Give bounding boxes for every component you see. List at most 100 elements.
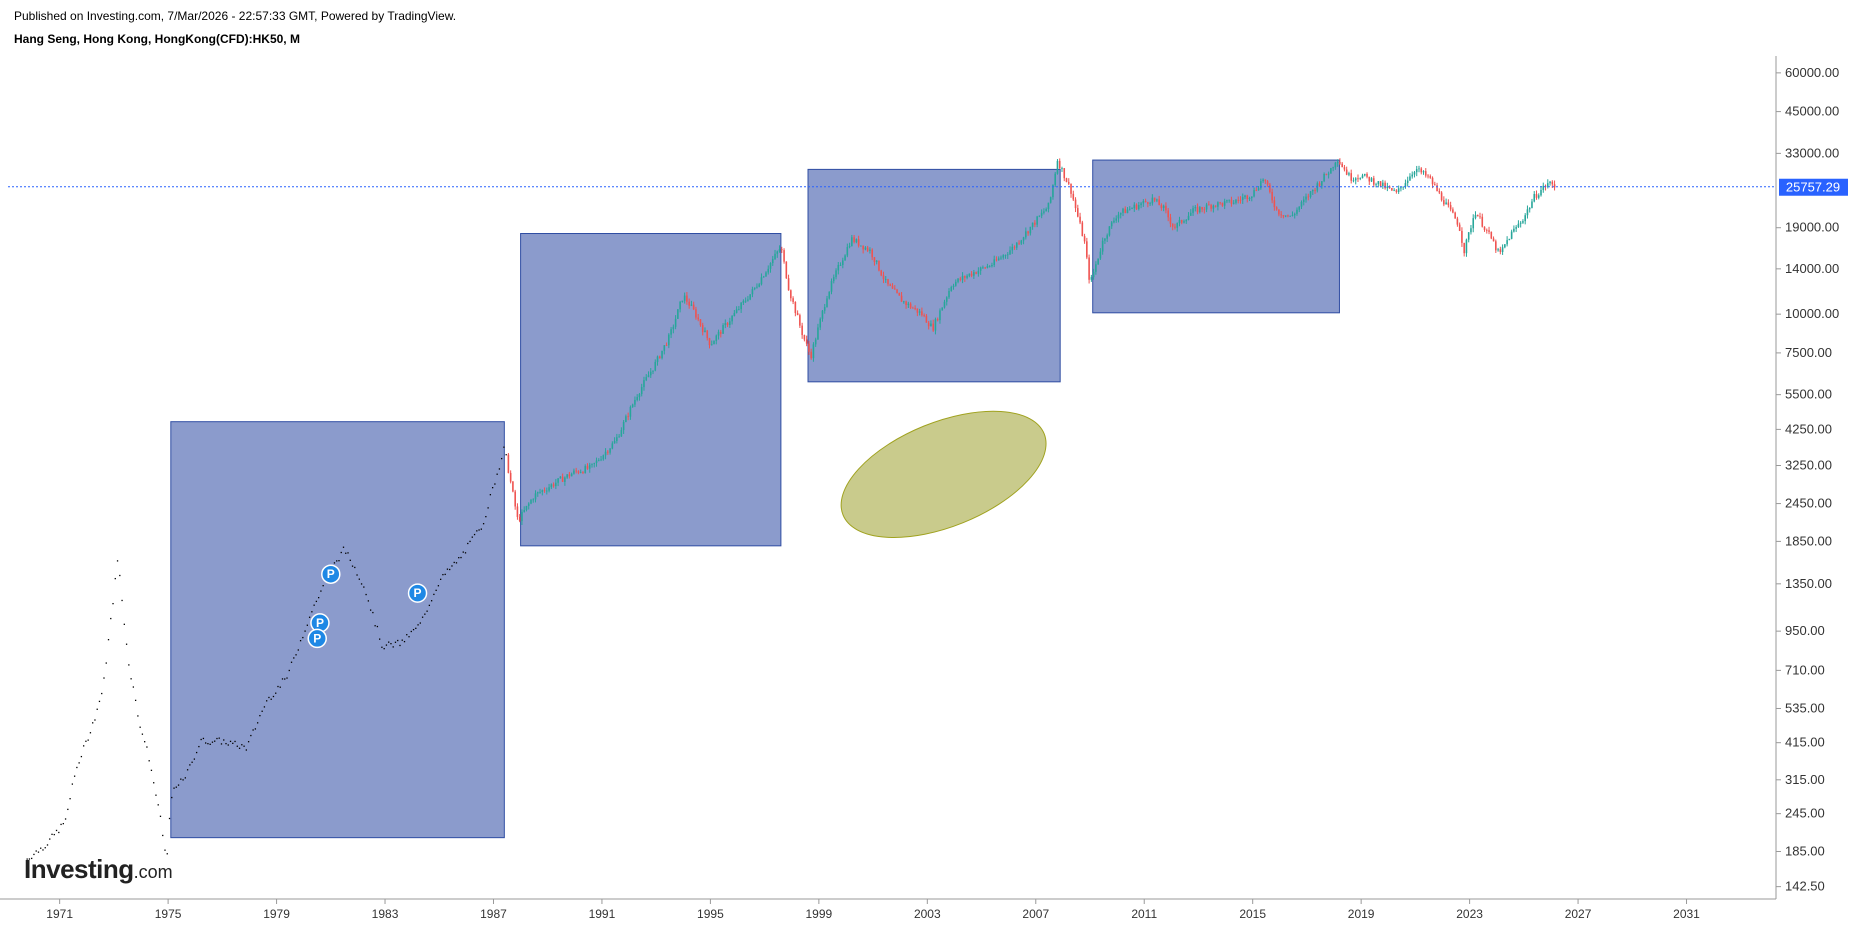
price-dot [134,699,137,702]
candle-body [586,466,589,469]
y-axis[interactable]: 60000.00 45000.00 33000.00 19000.00 14000.00… [1776,65,1839,894]
candle-body [1321,181,1323,186]
candle-body [575,470,577,472]
candle-body [1248,198,1251,200]
candle-body [539,491,541,493]
price-dot [491,487,494,489]
candle-body [697,317,699,320]
price-dot [354,566,356,569]
price-dot [98,700,101,703]
candle-body [869,249,871,251]
price-dot [62,822,64,825]
range-box-2[interactable] [520,233,782,547]
price-dot [485,515,487,518]
candle-body [785,261,788,279]
candle-body [887,279,889,285]
candle-body [1513,228,1515,232]
price-dot [446,568,449,570]
price-dot [476,530,478,532]
price-dot [451,565,453,567]
candle-body [661,350,663,359]
candle-body [851,237,853,247]
candle-body [1434,184,1436,186]
price-dot [397,639,399,642]
event-marker-3[interactable]: P [307,628,327,649]
candle-body [521,511,523,522]
price-dot [252,729,254,731]
candle-body [1260,181,1262,189]
candle-body [1443,200,1445,205]
price-dot [69,798,71,800]
candle-body [1049,197,1052,203]
price-dot [424,613,426,615]
candle-body [584,466,587,473]
price-dot [308,616,311,618]
price-dot [469,540,471,543]
x-tick-label: 2007 [1022,907,1049,921]
price-dot [245,749,247,751]
candle-body [1056,160,1059,174]
candle-body [812,344,815,359]
price-dot [116,560,119,562]
range-box-4[interactable] [1092,159,1340,314]
price-dot [270,698,272,700]
x-tick-label: 2015 [1239,907,1266,921]
candle-body [532,499,535,501]
price-dot [426,610,428,612]
candle-body [801,325,803,336]
candle-body [765,272,767,277]
price-dot [259,714,261,717]
price-dot [202,737,205,740]
x-tick-label: 2031 [1673,907,1700,921]
candle-body [1153,197,1156,201]
price-dot [31,857,33,860]
price-dot [218,737,220,739]
range-box-1[interactable] [170,421,505,839]
price-dot [351,565,354,567]
price-dot [345,552,347,554]
price-dot [381,646,383,648]
candle-body [692,304,695,310]
candle-body [1065,178,1068,183]
event-marker-4[interactable]: P [407,583,428,603]
candle-body [832,277,835,282]
candle-body [1156,199,1158,201]
candle-body [710,344,713,346]
candle-body [756,286,758,288]
candle-body [1210,205,1212,209]
candle-body [591,463,593,465]
y-tick-label: 710.00 [1785,662,1825,677]
candle-body [1135,204,1138,210]
candle-body [1006,254,1009,256]
price-dot [455,562,458,564]
price-dot [288,669,290,672]
candle-body [796,313,799,316]
candle-body [860,245,862,247]
x-tick-label: 2003 [914,907,941,921]
price-dot [279,686,281,688]
annotation-ellipse[interactable] [823,385,1063,563]
price-dot [503,446,505,448]
candle-body [1454,212,1456,219]
candle-body [701,325,704,333]
price-dot [311,611,313,613]
candle-body [751,289,754,295]
price-dot [236,745,238,747]
price-dot [342,546,345,548]
candle-body [1015,242,1018,248]
candle-body [604,451,607,456]
candle-body [1090,277,1093,280]
candle-body [1497,249,1499,251]
candle-body [579,471,582,473]
price-dot [410,630,412,633]
candle-body [896,289,898,293]
price-dot [198,745,200,748]
range-box-3[interactable] [807,168,1061,383]
candle-body [1217,202,1219,207]
event-marker-1[interactable]: P [321,564,341,584]
candle-body [740,302,742,310]
price-dot [35,850,37,852]
candle-body [814,339,817,345]
marker-label: P [414,586,422,600]
